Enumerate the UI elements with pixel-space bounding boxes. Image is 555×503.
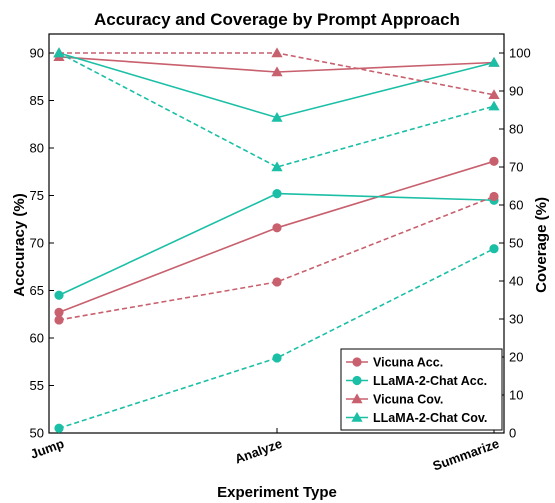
data-point — [272, 189, 282, 199]
left-tick-label: 80 — [30, 141, 44, 156]
data-point — [272, 223, 282, 233]
legend-swatch-marker — [352, 357, 362, 367]
data-point — [488, 100, 500, 111]
series-unlabeled-5 — [54, 244, 499, 433]
legend-swatch-marker — [351, 411, 363, 422]
x-axis-label: Experiment Type — [217, 484, 337, 501]
data-point — [54, 423, 64, 433]
left-tick-label: 55 — [30, 378, 44, 393]
right-tick-label: 40 — [509, 274, 523, 289]
legend-entry: Vicuna Cov. — [373, 393, 443, 407]
series-layer — [53, 47, 500, 433]
series-line — [58, 160, 495, 314]
series-line — [58, 195, 495, 321]
data-point — [488, 56, 500, 67]
left-tick-label: 50 — [30, 426, 44, 441]
legend-swatch-marker — [351, 393, 363, 404]
legend-entry: LLaMA-2-Chat Cov. — [373, 411, 487, 425]
series-line — [58, 247, 495, 430]
data-point — [488, 89, 500, 99]
left-tick-label: 60 — [30, 331, 44, 346]
left-tick-label: 75 — [30, 188, 44, 203]
data-point — [272, 277, 282, 287]
data-point — [53, 47, 65, 58]
series-vicuna-acc — [54, 156, 499, 317]
x-tick-label: Summarize — [431, 436, 501, 474]
legend-swatch-marker — [352, 375, 362, 386]
series-unlabeled-4 — [54, 191, 499, 325]
data-point — [54, 290, 64, 300]
data-point — [489, 244, 499, 254]
x-tick-label: Analyze — [233, 436, 284, 467]
left-tick-label: 65 — [30, 283, 44, 298]
left-tick-label: 70 — [30, 236, 44, 251]
right-tick-label: 100 — [509, 46, 531, 61]
right-tick-label: 80 — [509, 122, 523, 137]
series-line — [58, 52, 495, 119]
x-axis: Jump Analyze Summarize — [28, 428, 501, 474]
data-point — [54, 315, 64, 325]
left-y-axis: 50 55 60 65 70 75 80 85 90 — [30, 46, 54, 441]
right-tick-label: 0 — [509, 426, 516, 441]
right-tick-label: 90 — [509, 84, 523, 99]
legend: Vicuna Acc. LLaMA-2-Chat Acc. Vicuna Cov. L… — [340, 348, 503, 431]
right-tick-label: 20 — [509, 350, 523, 365]
data-point — [272, 353, 282, 363]
y-axis-left-label: Acccuracy (%) — [11, 193, 28, 296]
series-line — [58, 52, 495, 168]
data-point — [271, 112, 283, 122]
data-point — [271, 66, 283, 77]
data-point — [271, 161, 283, 172]
right-tick-label: 10 — [509, 388, 523, 403]
left-tick-label: 90 — [30, 46, 44, 61]
right-y-axis: 0 10 20 30 40 50 60 70 80 90 100 — [499, 46, 531, 441]
y-axis-right-label: Coverage (%) — [533, 197, 550, 293]
chart-title: Accuracy and Coverage by Prompt Approach — [94, 10, 460, 29]
data-point — [271, 47, 283, 58]
right-tick-label: 30 — [509, 312, 523, 327]
data-point — [54, 307, 64, 317]
right-tick-label: 60 — [509, 198, 523, 213]
right-tick-label: 70 — [509, 160, 523, 175]
data-point — [489, 191, 499, 202]
series-unlabeled-7 — [53, 47, 500, 172]
right-tick-label: 50 — [509, 236, 523, 251]
legend-entry: Vicuna Acc. — [373, 356, 443, 370]
left-tick-label: 85 — [30, 93, 44, 108]
legend-entry: LLaMA-2-Chat Acc. — [373, 374, 487, 388]
data-point — [489, 156, 499, 166]
